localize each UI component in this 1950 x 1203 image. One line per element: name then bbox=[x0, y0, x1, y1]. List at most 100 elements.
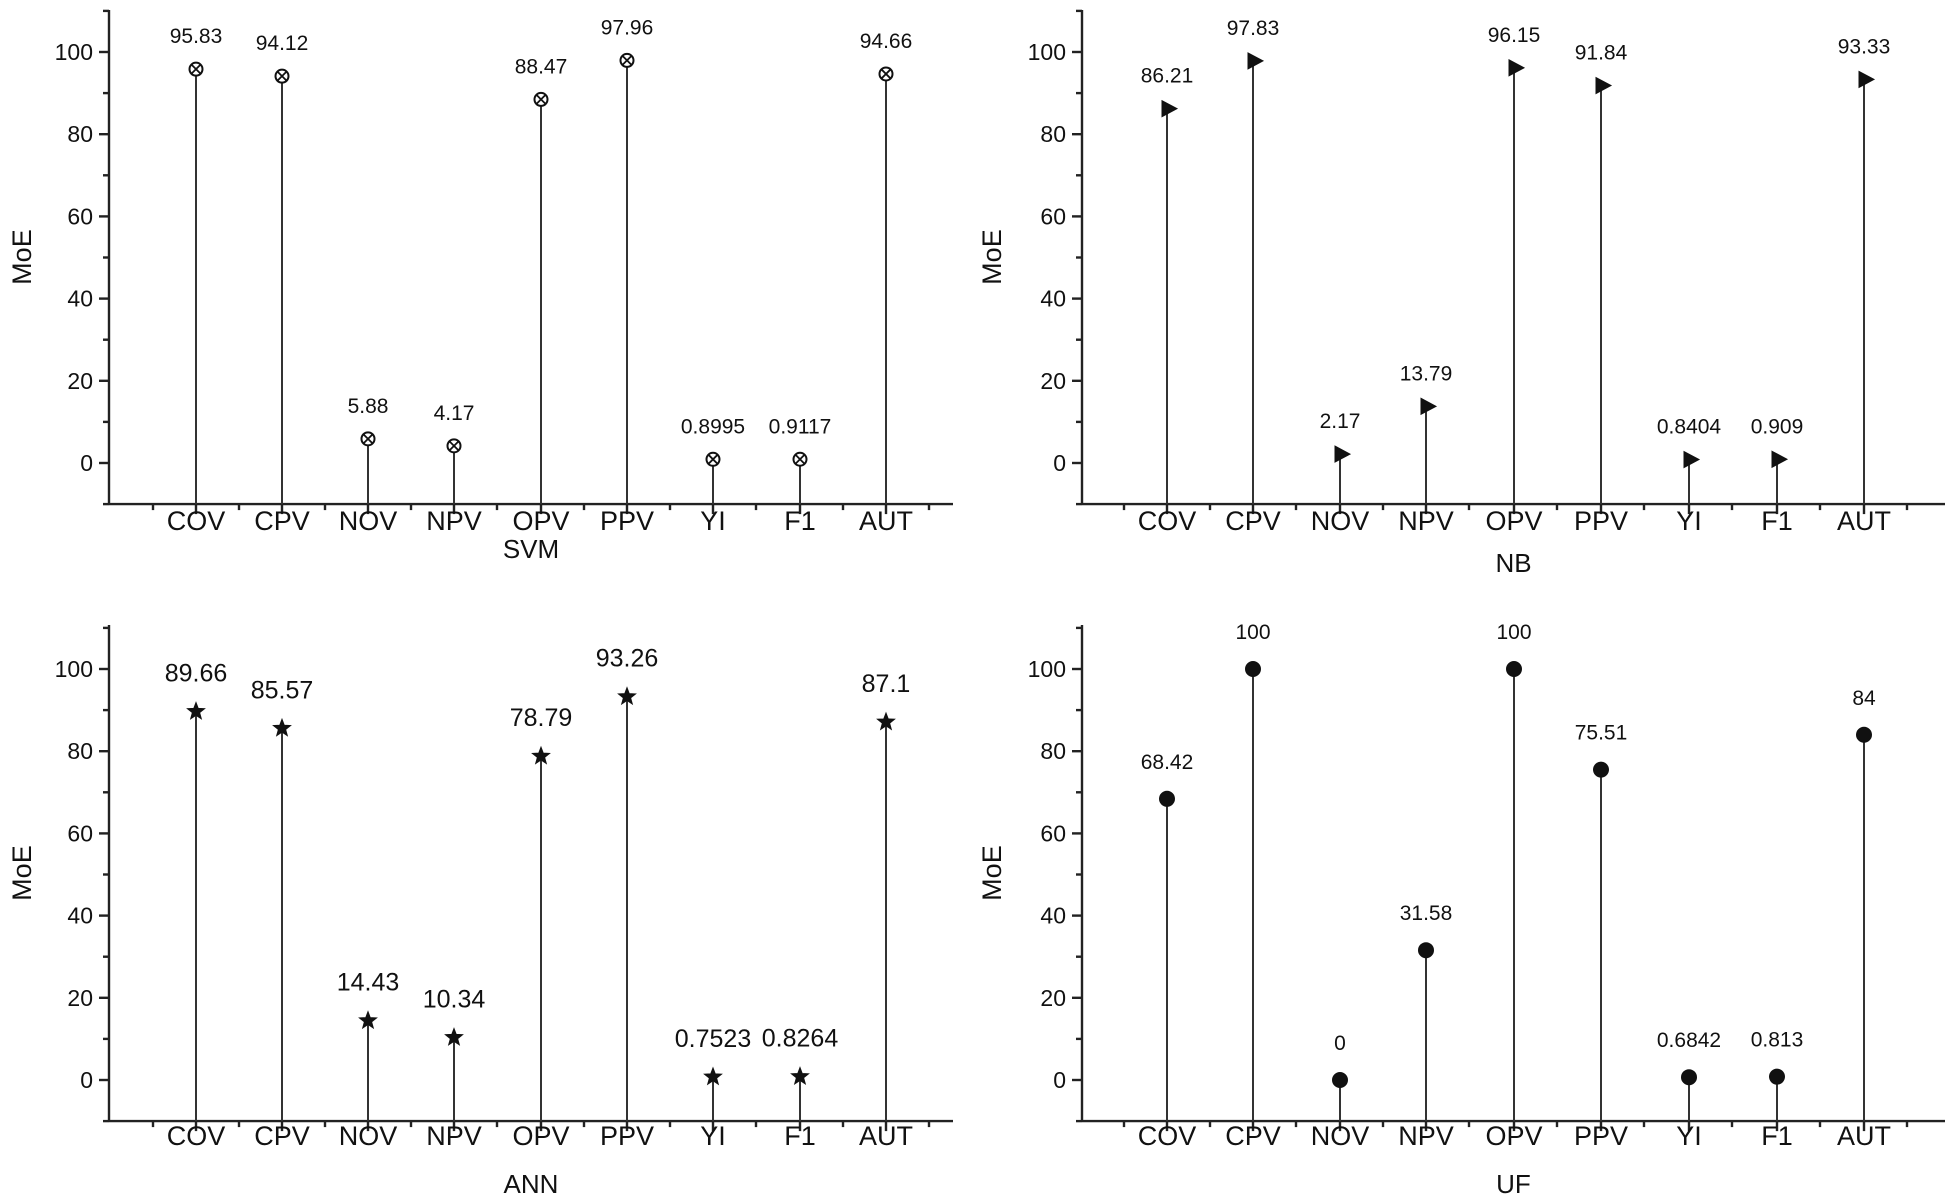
marker-cov bbox=[186, 701, 206, 720]
marker-npv bbox=[446, 438, 462, 454]
data-label-nov: 5.88 bbox=[348, 395, 389, 418]
marker-cpv bbox=[274, 68, 290, 84]
marker-ppv bbox=[1595, 76, 1613, 95]
x-tick-label-cov: COV bbox=[167, 1121, 226, 1151]
y-axis-title: MoE bbox=[7, 229, 37, 285]
data-label-cov: 89.66 bbox=[165, 659, 228, 687]
marker-opv bbox=[1508, 58, 1526, 77]
marker-cpv bbox=[1247, 52, 1265, 70]
data-label-opv: 78.79 bbox=[510, 704, 573, 732]
data-label-aut: 84 bbox=[1852, 687, 1876, 710]
marker-nov bbox=[1332, 1072, 1348, 1088]
y-tick-label: 40 bbox=[1040, 903, 1066, 929]
data-label-aut: 94.66 bbox=[860, 30, 913, 53]
x-tick-label-yi: YI bbox=[1676, 506, 1702, 536]
data-label-npv: 10.34 bbox=[423, 986, 486, 1014]
marker-cpv bbox=[272, 717, 292, 737]
x-tick-label-yi: YI bbox=[700, 1121, 726, 1151]
marker-cov bbox=[1161, 99, 1179, 118]
x-tick-label-aut: AUT bbox=[1837, 1121, 1891, 1151]
data-label-ppv: 91.84 bbox=[1575, 42, 1628, 65]
y-tick-label: 100 bbox=[1028, 39, 1066, 65]
y-tick-label: 80 bbox=[1040, 121, 1066, 147]
y-tick-label: 20 bbox=[1040, 985, 1066, 1011]
marker-yi bbox=[1681, 1069, 1697, 1086]
marker-opv bbox=[531, 745, 551, 765]
data-label-npv: 13.79 bbox=[1400, 362, 1453, 385]
marker-aut bbox=[876, 711, 896, 731]
data-label-nov: 0 bbox=[1334, 1032, 1346, 1055]
x-tick-label-ppv: PPV bbox=[600, 506, 654, 536]
data-label-cov: 86.21 bbox=[1141, 65, 1194, 88]
y-axis-title: MoE bbox=[7, 845, 37, 901]
x-tick-label-npv: NPV bbox=[426, 506, 482, 536]
x-tick-label-ppv: PPV bbox=[1574, 1121, 1628, 1151]
panel-ann: 0 20 40 60 80 100 COV CPV NOV NPV OPV PPV YI F1 AUT 89.… bbox=[7, 625, 953, 1199]
data-label-npv: 4.17 bbox=[434, 402, 475, 425]
data-label-opv: 100 bbox=[1496, 621, 1531, 644]
x-tick-label-cov: COV bbox=[1138, 1121, 1197, 1151]
marker-yi bbox=[703, 1066, 723, 1086]
y-tick-label: 20 bbox=[67, 985, 93, 1011]
data-label-cov: 68.42 bbox=[1141, 751, 1194, 774]
x-tick-label-cpv: CPV bbox=[1225, 506, 1281, 536]
marker-f1 bbox=[1771, 450, 1789, 469]
x-tick-label-nov: NOV bbox=[339, 1121, 398, 1151]
x-tick-label-cpv: CPV bbox=[1225, 1121, 1281, 1151]
y-tick-label: 0 bbox=[1053, 450, 1066, 476]
marker-yi bbox=[1683, 450, 1701, 469]
data-label-yi: 0.8995 bbox=[681, 415, 745, 438]
x-tick-label-opv: OPV bbox=[512, 506, 569, 536]
marker-f1 bbox=[792, 451, 808, 467]
x-tick-label-cov: COV bbox=[167, 506, 226, 536]
x-tick-label-nov: NOV bbox=[1311, 1121, 1370, 1151]
y-tick-label: 20 bbox=[67, 368, 93, 394]
y-tick-label: 40 bbox=[1040, 286, 1066, 312]
x-tick-label-nov: NOV bbox=[339, 506, 398, 536]
x-axis-title: NB bbox=[1495, 548, 1531, 578]
x-tick-label-aut: AUT bbox=[859, 1121, 913, 1151]
data-label-nov: 14.43 bbox=[337, 969, 400, 997]
data-label-opv: 96.15 bbox=[1488, 24, 1541, 47]
x-tick-label-aut: AUT bbox=[859, 506, 913, 536]
data-label-aut: 93.33 bbox=[1838, 35, 1891, 58]
y-tick-label: 0 bbox=[80, 450, 93, 476]
y-tick-label: 0 bbox=[1053, 1067, 1066, 1093]
data-label-cpv: 100 bbox=[1235, 621, 1270, 644]
x-tick-label-opv: OPV bbox=[512, 1121, 569, 1151]
data-label-f1: 0.909 bbox=[1751, 415, 1804, 438]
y-tick-label: 20 bbox=[1040, 368, 1066, 394]
x-tick-label-cpv: CPV bbox=[254, 1121, 310, 1151]
data-label-cpv: 85.57 bbox=[251, 676, 314, 704]
marker-cpv bbox=[1245, 661, 1261, 677]
x-tick-label-yi: YI bbox=[700, 506, 726, 536]
y-tick-label: 60 bbox=[1040, 820, 1066, 846]
x-tick-label-cov: COV bbox=[1138, 506, 1197, 536]
marker-f1 bbox=[790, 1066, 810, 1086]
marker-nov bbox=[1334, 445, 1352, 463]
y-tick-label: 80 bbox=[1040, 738, 1066, 764]
marker-yi bbox=[705, 451, 721, 467]
data-label-yi: 0.8404 bbox=[1657, 416, 1722, 439]
x-tick-label-npv: NPV bbox=[426, 1121, 482, 1151]
x-tick-label-cpv: CPV bbox=[254, 506, 310, 536]
y-tick-label: 60 bbox=[67, 203, 93, 229]
data-label-opv: 88.47 bbox=[515, 55, 568, 78]
data-label-f1: 0.8264 bbox=[762, 1025, 839, 1053]
data-label-nov: 2.17 bbox=[1320, 410, 1361, 433]
x-tick-label-f1: F1 bbox=[784, 1121, 816, 1151]
y-tick-label: 80 bbox=[67, 738, 93, 764]
marker-ppv bbox=[619, 52, 635, 68]
x-tick-label-opv: OPV bbox=[1485, 1121, 1542, 1151]
x-axis-title: ANN bbox=[504, 1169, 559, 1199]
y-tick-label: 100 bbox=[1028, 656, 1066, 682]
y-tick-label: 60 bbox=[67, 820, 93, 846]
marker-cov bbox=[1159, 790, 1175, 807]
y-tick-label: 0 bbox=[80, 1067, 93, 1093]
data-label-cpv: 97.83 bbox=[1227, 17, 1280, 40]
data-label-aut: 87.1 bbox=[862, 670, 911, 698]
y-axis-title: MoE bbox=[977, 845, 1007, 901]
y-tick-label: 100 bbox=[55, 39, 93, 65]
marker-ppv bbox=[1593, 761, 1609, 778]
